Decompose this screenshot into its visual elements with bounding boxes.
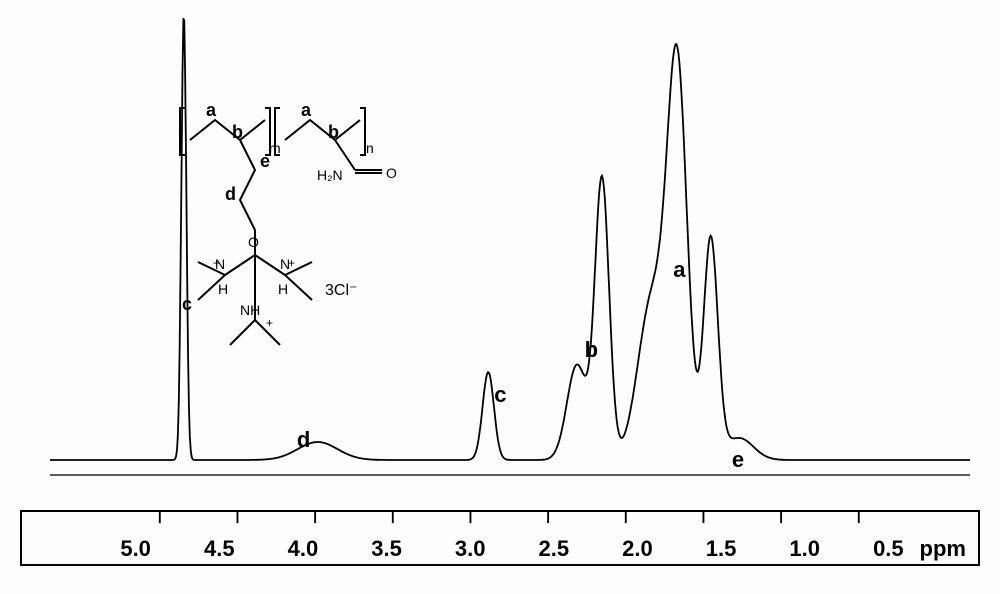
struct-n: n [366,140,374,156]
tick-label: 3.5 [371,536,402,562]
struct-b2: b [328,122,339,142]
tick-label: 4.0 [288,536,319,562]
axis-unit-label: ppm [920,536,966,562]
struct-c: c [182,294,192,314]
tick-label: 1.5 [706,536,737,562]
tick-label: 4.5 [204,536,235,562]
struct-plus3: + [266,316,273,330]
struct-a2: a [301,100,312,120]
tick-label: 2.5 [539,536,570,562]
struct-counterion: 3Cl⁻ [325,282,357,299]
struct-amide-o: O [386,165,397,181]
structure-svg: a b a b m n e d O H₂N O + H + H c NH + N… [170,100,470,420]
struct-O: O [248,234,259,250]
tick-label: 5.0 [120,536,151,562]
struct-a1: a [206,100,217,120]
axis-bar: 5.0 4.5 4.0 3.5 3.0 2.5 2.0 1.5 1.0 0.5 ppm [20,510,980,566]
peak-label-d: d [297,427,310,453]
axis-ticks [22,512,978,564]
structure-inset: a b a b m n e d O H₂N O + H + H c NH + N… [170,100,470,420]
peak-label-b: b [585,337,598,363]
tick-label: 1.0 [789,536,820,562]
peak-label-e: e [732,447,744,473]
struct-NH: NH [240,302,260,318]
tick-label: 0.5 [873,536,904,562]
peak-label-a: a [673,257,685,283]
struct-e: e [260,151,270,171]
struct-b1: b [232,122,243,142]
tick-label: 2.0 [622,536,653,562]
peak-label-c: c [494,382,506,408]
struct-H2: H [278,281,288,297]
nmr-figure: dcbae 5.04.54.03.53.02.52.01.51.00.5 ppm [0,0,1000,594]
tick-label: 3.0 [455,536,486,562]
struct-N1: N [215,256,225,272]
struct-H1: H [218,281,228,297]
struct-N2: N [280,256,290,272]
struct-amide-h: H₂N [317,167,343,183]
struct-m: m [269,140,281,156]
struct-d: d [225,184,236,204]
